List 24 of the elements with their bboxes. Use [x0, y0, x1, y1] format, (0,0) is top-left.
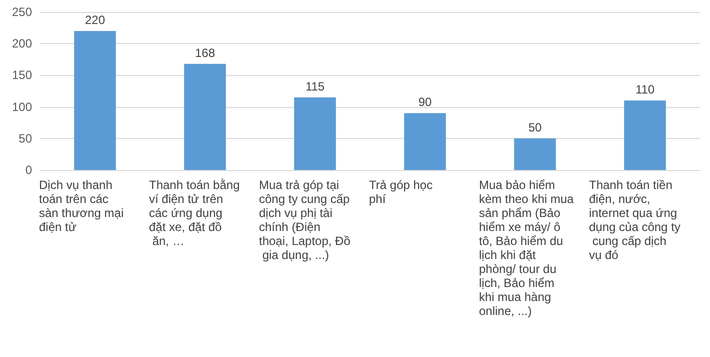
- data-label: 50: [528, 120, 542, 134]
- y-tick-label: 250: [12, 5, 32, 19]
- y-tick-label: 100: [12, 100, 32, 114]
- x-tick-label: Thanh toán bằng ví điện tử trên các ứng dụng đặt xe, đặt đồ ăn, …: [149, 178, 244, 248]
- y-tick-label: 0: [25, 163, 32, 177]
- x-tick-label: Mua trả góp tại công ty cung cấp dịch vụ phị tài chính (Điện thoại, Laptop, Đồ gia dụng, ...): [259, 178, 354, 262]
- bar: [624, 100, 666, 170]
- data-label: 115: [305, 79, 325, 94]
- data-label: 110: [635, 82, 655, 96]
- bar: [404, 113, 446, 170]
- x-tick-label: Dịch vụ thanh toán trên các sàn thương mại điện tử: [39, 178, 127, 234]
- x-tick-label: Thanh toán tiền điện, nước, internet qua ứng dụng của công ty cung cấp dịch vụ đó: [589, 178, 680, 262]
- y-tick-label: 150: [12, 68, 32, 82]
- bar: [514, 138, 556, 170]
- data-label: 90: [418, 95, 432, 110]
- bar: [294, 97, 336, 170]
- bar: [74, 30, 116, 170]
- data-label: 220: [84, 12, 106, 27]
- category-label: Mua bảo hiểm kèm theo khi mua sản phẩm (Bảo hiểm xe máy/ ô tô, Bảo hiểm du lịch khi đặt phòng/ tour du lịch, Bảo hiểm khi mua hàng online, ...): [479, 178, 574, 318]
- bar: [184, 64, 226, 170]
- data-label: 168: [194, 46, 216, 60]
- x-tick-label: Trả góp học phí: [369, 178, 436, 206]
- y-tick-label: 50: [18, 131, 32, 146]
- y-tick-label: 200: [12, 36, 32, 51]
